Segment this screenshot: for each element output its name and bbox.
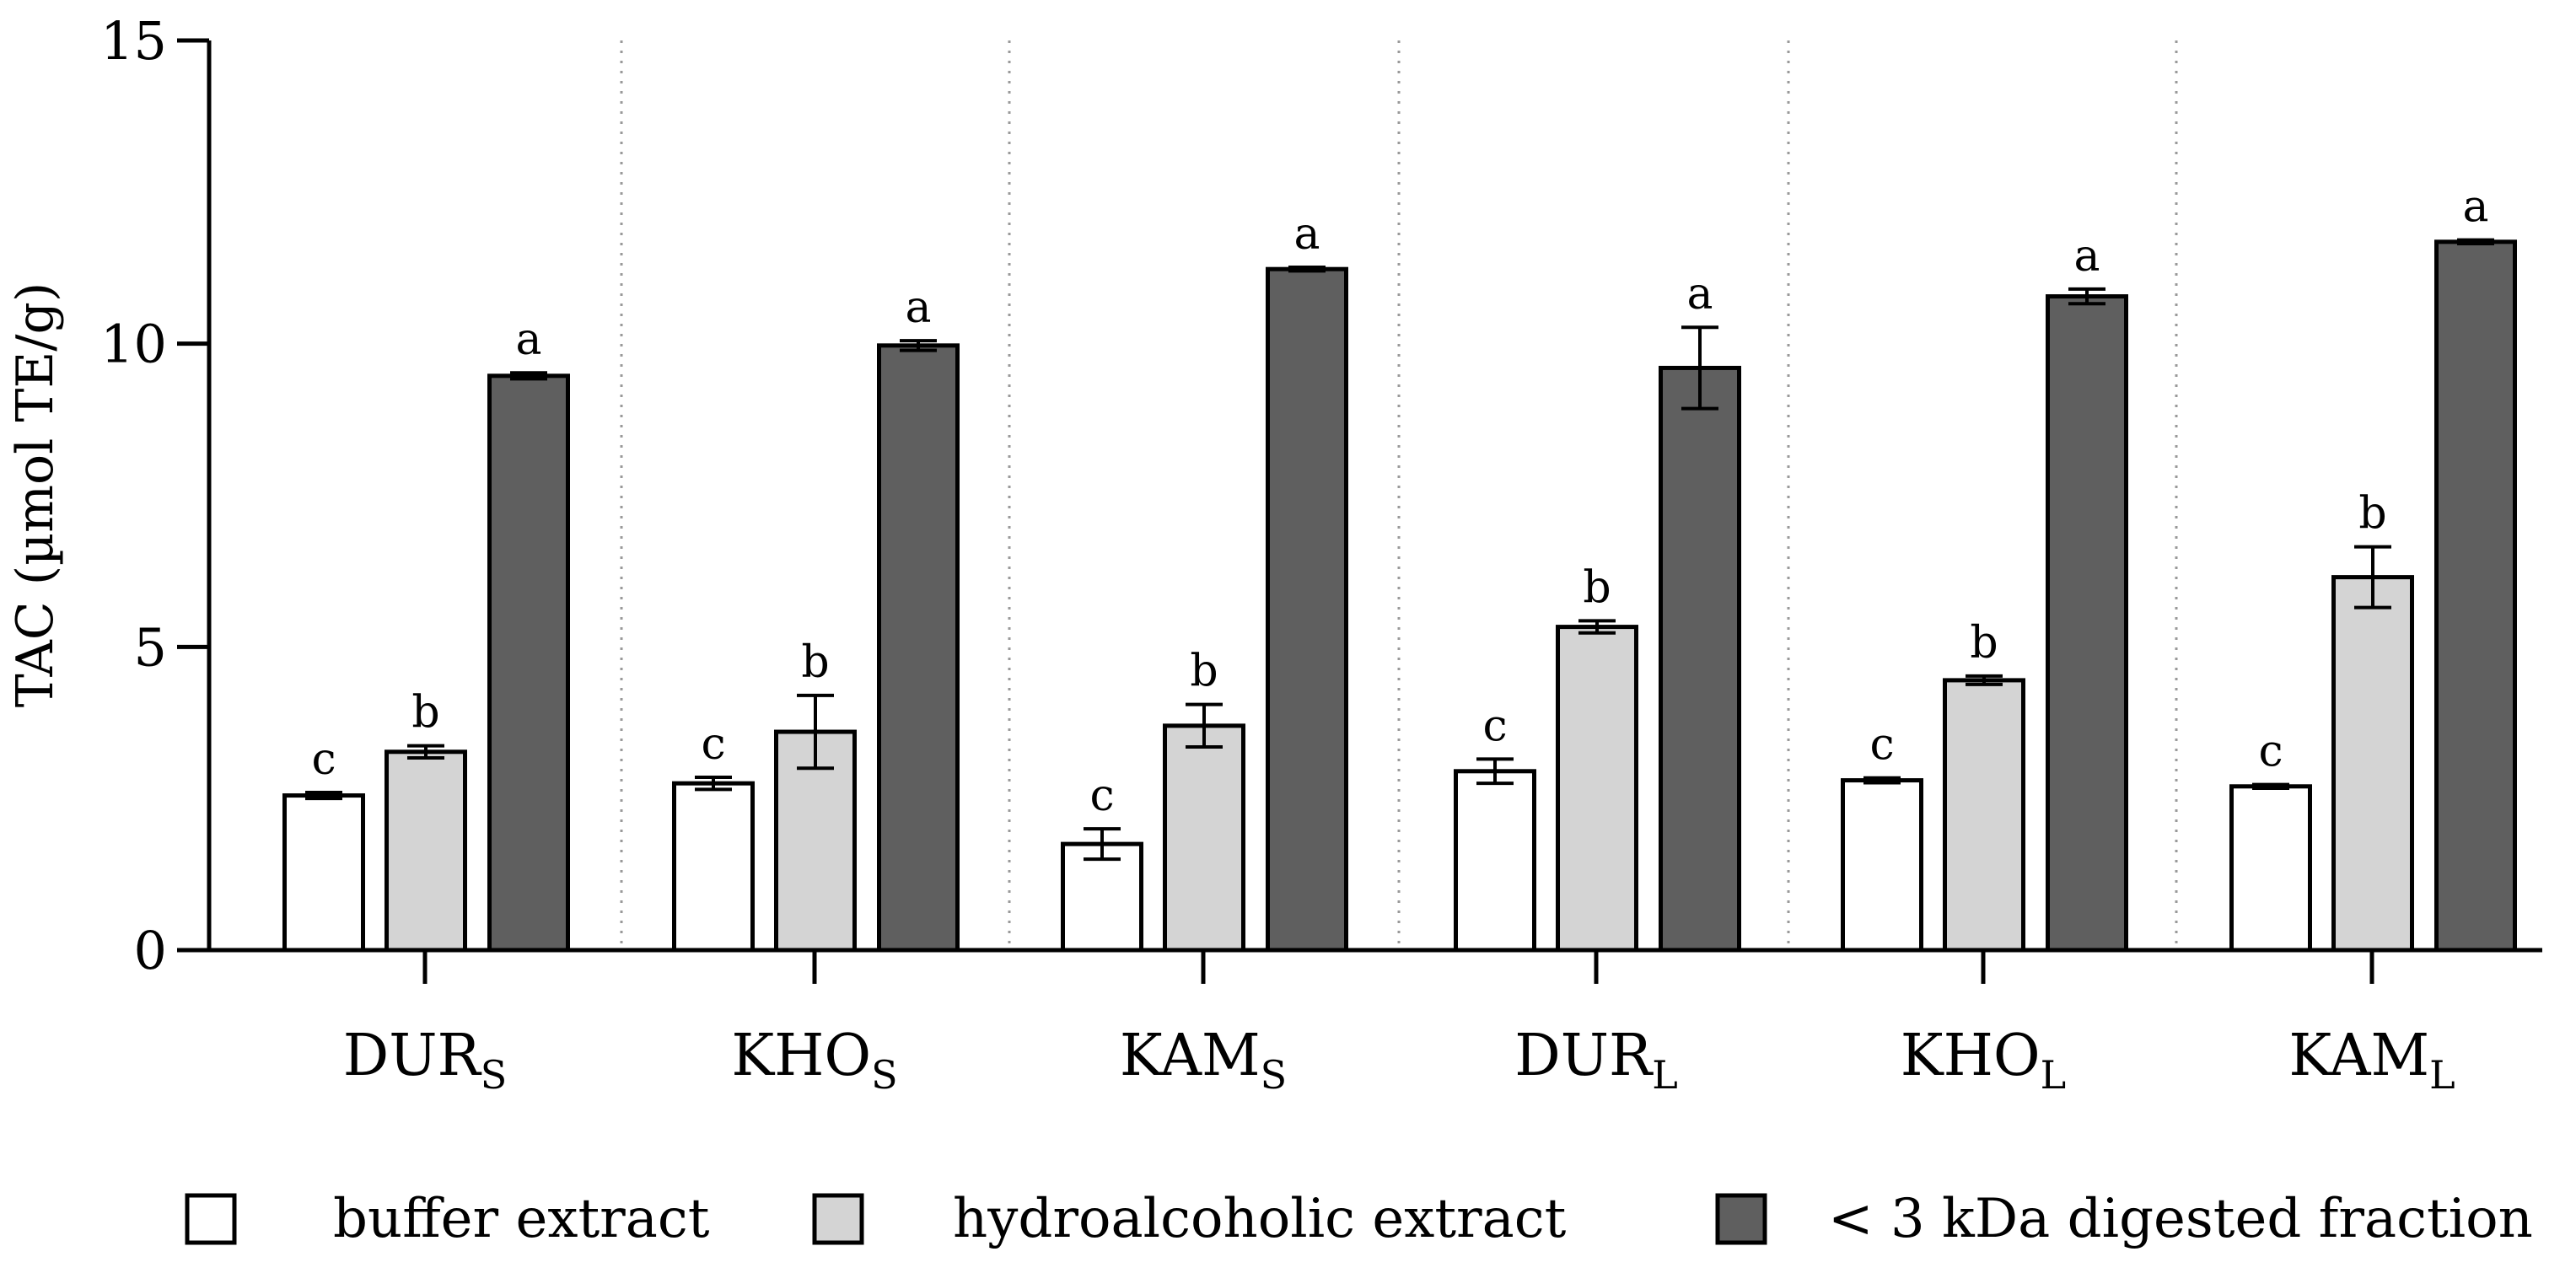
x-tick-label: KHOL [1901, 1023, 2066, 1098]
significance-label: b [411, 688, 439, 739]
significance-label: b [1970, 618, 1998, 669]
significance-label: b [1190, 647, 1218, 697]
bar [1163, 723, 1245, 953]
significance-label: a [2073, 231, 2100, 282]
y-tick-label: 15 [100, 10, 167, 72]
x-tick-label: KHOS [731, 1023, 897, 1098]
significance-labels: c c c c c c b b b b b b a a a a a a [311, 182, 2488, 821]
bar [1556, 625, 1638, 953]
legend: buffer extract hydroalcoholic extract < 3 … [185, 1188, 2533, 1250]
bar [672, 781, 755, 953]
bar [487, 373, 570, 953]
legend-label: < 3 kDa digested fraction [1828, 1188, 2533, 1250]
x-ticks: DURS KHOS KAMS DURL KHOL KAML [343, 950, 2455, 1098]
legend-label: buffer extract [333, 1188, 710, 1250]
bar [1943, 678, 2025, 953]
y-tick-label: 10 [100, 314, 167, 375]
y-tick-label: 0 [134, 920, 167, 981]
significance-label: a [905, 282, 931, 333]
y-axis-label: TAC (µmol TE/g) [6, 282, 65, 708]
bar [385, 749, 467, 953]
x-tick-label: KAMS [1120, 1023, 1287, 1098]
bar [1266, 266, 1348, 953]
bar [2046, 294, 2128, 953]
significance-label: b [801, 637, 829, 688]
significance-label: a [1686, 269, 1713, 320]
bar [2434, 239, 2517, 953]
significance-label: c [1482, 701, 1507, 751]
bar [2331, 575, 2414, 953]
legend-item: < 3 kDa digested fraction [1715, 1188, 2533, 1250]
legend-swatch [812, 1193, 864, 1245]
significance-label: b [2358, 489, 2386, 540]
axes: 0 5 10 15 DURS KHOS KAMS DURL KHOL KAML [100, 10, 2542, 1098]
bar [1841, 778, 1923, 953]
significance-label: a [515, 314, 541, 365]
x-tick-label: DURS [343, 1023, 508, 1098]
significance-label: c [701, 719, 725, 770]
x-tick-label: KAML [2288, 1023, 2455, 1098]
legend-swatch [185, 1193, 237, 1245]
significance-label: c [1869, 720, 1894, 771]
bars [282, 239, 2517, 953]
y-ticks: 0 5 10 15 [100, 10, 209, 981]
bar [1454, 769, 1536, 953]
significance-label: c [2258, 727, 2283, 777]
y-tick-label: 5 [134, 616, 167, 678]
significance-label: a [1293, 209, 1320, 260]
bar [2229, 784, 2312, 953]
significance-label: c [311, 734, 336, 785]
significance-label: a [2462, 182, 2488, 233]
error-bars [305, 238, 2494, 862]
legend-label: hydroalcoholic extract [953, 1188, 1567, 1250]
x-tick-label: DURL [1514, 1023, 1678, 1098]
significance-label: b [1583, 562, 1611, 613]
bar [877, 343, 960, 953]
legend-swatch [1715, 1193, 1767, 1245]
significance-label: c [1089, 771, 1114, 821]
legend-item: hydroalcoholic extract [812, 1188, 1567, 1250]
bar [1659, 365, 1741, 953]
legend-item: buffer extract [185, 1188, 710, 1250]
bar [282, 793, 365, 953]
